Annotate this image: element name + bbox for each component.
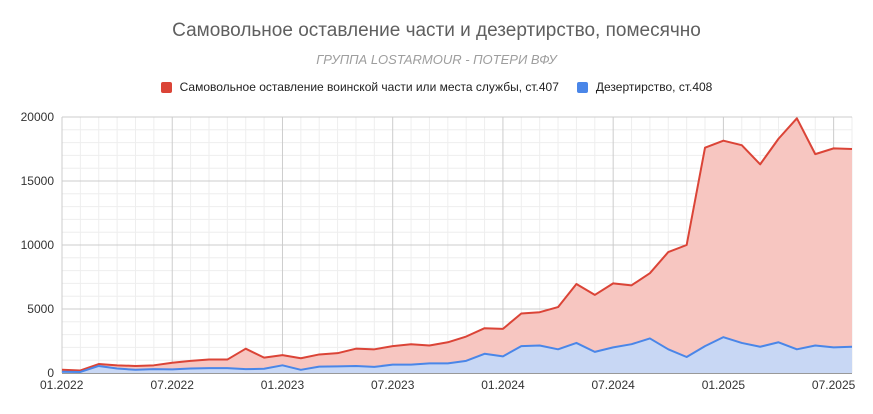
x-axis-ticks: 01.2022 07.2022 01.2023 07.2023 01.2024 07.20… [40, 378, 856, 392]
x-tick-label: 01.2023 [261, 378, 305, 392]
series-line-0[interactable] [61, 117, 853, 372]
x-tick-label: 07.2023 [371, 378, 415, 392]
y-tick-label: 10000 [21, 238, 55, 252]
y-axis-ticks: 0 5000 10000 15000 20000 [21, 110, 55, 380]
x-tick-label: 07.2025 [812, 378, 856, 392]
legend-item-407[interactable]: Самовольное оставление воинской части ил… [160, 80, 559, 94]
legend-swatch-407 [160, 81, 172, 93]
series-area-0 [62, 118, 852, 373]
chart-subtitle: ГРУППА LOSTARMOUR - ПОТЕРИ ВФУ [316, 52, 557, 67]
legend-label-407: Самовольное оставление воинской части ил… [179, 80, 559, 94]
x-tick-label: 01.2024 [481, 378, 525, 392]
x-tick-label: 07.2022 [151, 378, 195, 392]
x-tick-label: 01.2022 [40, 378, 84, 392]
series-area-1 [62, 337, 852, 373]
x-tick-label: 07.2024 [591, 378, 635, 392]
x-tick-label: 01.2025 [702, 378, 746, 392]
y-tick-label: 5000 [27, 302, 54, 316]
y-tick-label: 0 [47, 366, 54, 380]
series-areas [62, 118, 852, 373]
legend: Самовольное оставление воинской части ил… [0, 80, 873, 94]
series-lines [61, 117, 853, 373]
series-line-1[interactable] [61, 336, 853, 373]
legend-label-408: Дезертирство, ст.408 [595, 80, 713, 94]
chart-title: Самовольное оставление части и дезертирс… [172, 20, 701, 41]
y-tick-label: 15000 [21, 174, 55, 188]
legend-swatch-408 [576, 81, 588, 93]
legend-item-408[interactable]: Дезертирство, ст.408 [576, 80, 713, 94]
y-tick-label: 20000 [21, 110, 55, 124]
